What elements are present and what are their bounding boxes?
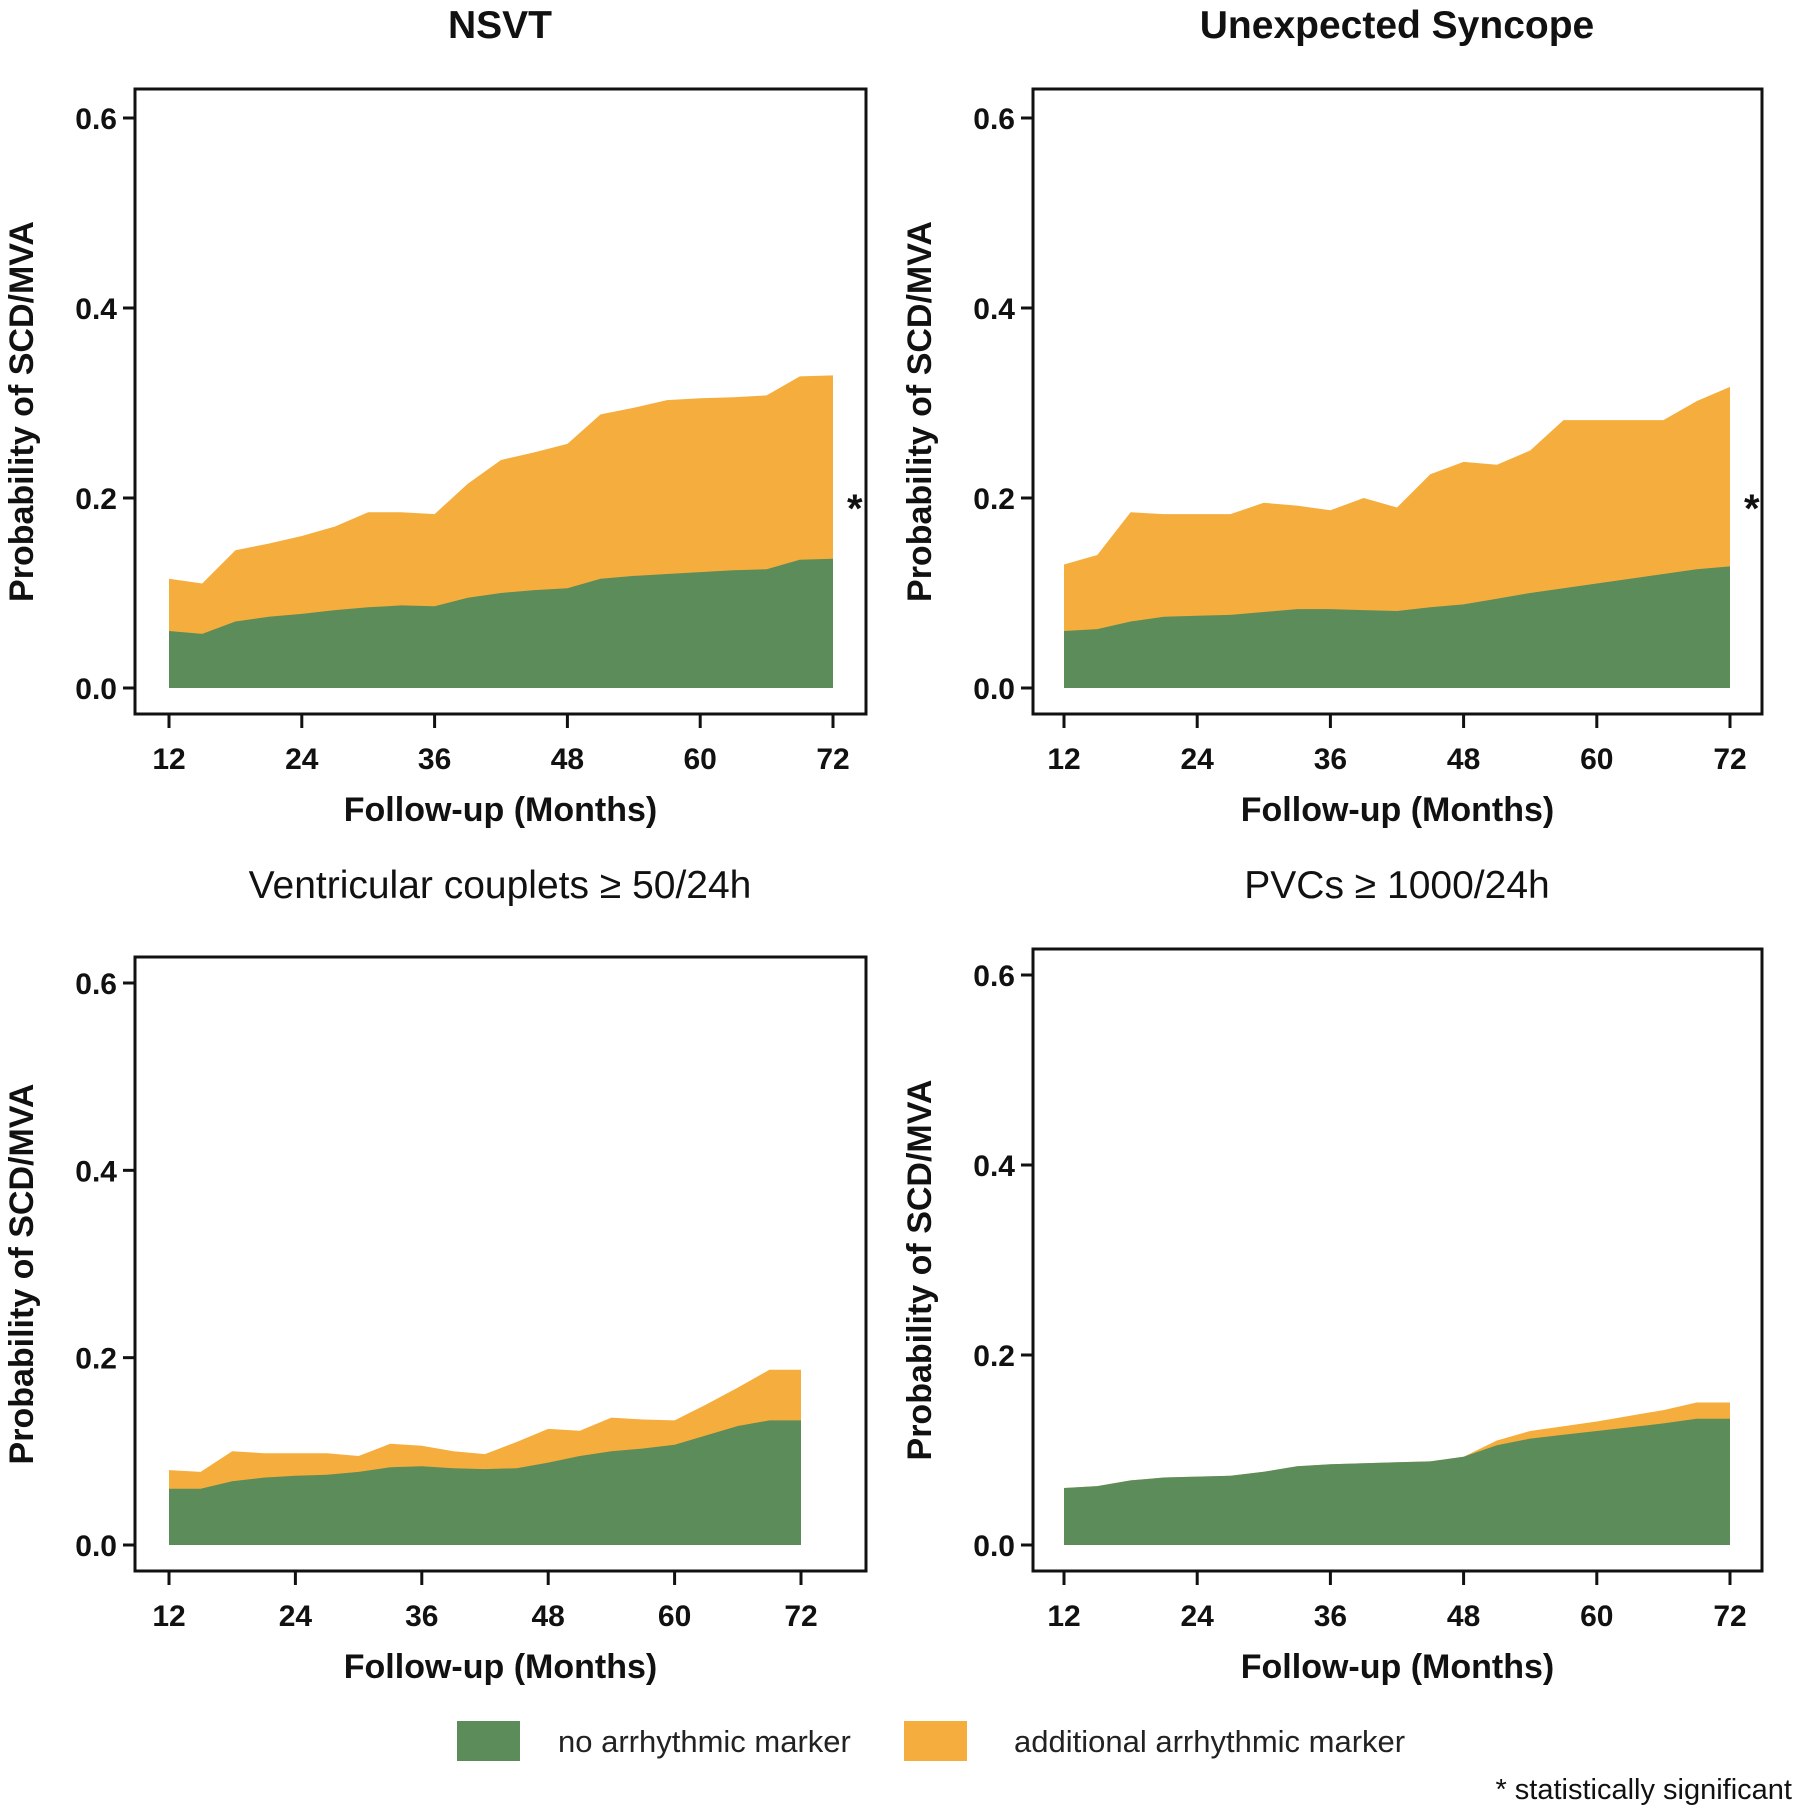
y-tick-label: 0.6	[973, 960, 1015, 993]
chart-title: Unexpected Syncope	[1200, 4, 1594, 47]
y-tick-label: 0.2	[973, 483, 1015, 516]
y-tick-label: 0.0	[75, 673, 117, 706]
x-axis-label: Follow-up (Months)	[1241, 791, 1554, 829]
significance-asterisk: *	[847, 487, 863, 531]
y-axis-label: Probability of SCD/MVA	[901, 1080, 939, 1461]
y-tick-label: 0.4	[75, 1155, 117, 1188]
plot-frame	[133, 955, 868, 1573]
x-axis-label: Follow-up (Months)	[1241, 1648, 1554, 1686]
x-tick-label: 12	[1047, 1600, 1080, 1633]
x-tick-label: 48	[1447, 743, 1480, 776]
x-tick-label: 24	[1181, 1600, 1215, 1633]
x-tick-label: 12	[152, 1600, 185, 1633]
y-tick-label: 0.6	[75, 103, 117, 136]
x-tick-label: 24	[279, 1600, 313, 1633]
chart-panel-4: PVCs ≥ 1000/24h 0.0 0.2 0.4 0.6 12 24 36 48 60 72 F…	[901, 864, 1764, 1686]
y-tick-label: 0.0	[75, 1530, 117, 1563]
x-tick-label: 48	[551, 743, 584, 776]
x-tick-label: 24	[1181, 743, 1215, 776]
x-tick-label: 12	[152, 743, 185, 776]
x-tick-label: 60	[684, 743, 717, 776]
chart-title: Ventricular couplets ≥ 50/24h	[249, 864, 752, 907]
chart-title: PVCs ≥ 1000/24h	[1244, 864, 1549, 907]
x-axis-label: Follow-up (Months)	[344, 1648, 657, 1686]
significance-note: * statistically significant	[1495, 1774, 1792, 1806]
area-no-arrhythmic-marker	[169, 558, 833, 688]
x-tick-label: 72	[816, 743, 849, 776]
legend-label-orange: additional arrhythmic marker	[1014, 1724, 1405, 1759]
area-no-arrhythmic-marker	[1064, 566, 1730, 688]
x-tick-label: 72	[1713, 1600, 1746, 1633]
x-tick-label: 72	[1713, 743, 1746, 776]
legend-swatch-orange	[904, 1721, 967, 1761]
x-tick-label: 36	[405, 1600, 438, 1633]
y-tick-label: 0.2	[75, 483, 117, 516]
y-tick-label: 0.2	[75, 1343, 117, 1376]
plot-frame	[1031, 87, 1764, 716]
y-tick-label: 0.4	[973, 1150, 1015, 1183]
plot-frame	[1031, 947, 1764, 1573]
y-axis-label: Probability of SCD/MVA	[3, 221, 41, 602]
chart-panel-1: NSVT 0.0 0.2 0.4 0.6 12 24 36 48 60 72 Follow-up (M…	[3, 4, 868, 829]
y-tick-label: 0.4	[973, 293, 1015, 326]
y-tick-label: 0.0	[973, 1530, 1015, 1563]
y-tick-label: 0.0	[973, 673, 1015, 706]
x-tick-label: 36	[1314, 743, 1347, 776]
x-tick-label: 12	[1047, 743, 1080, 776]
x-tick-label: 72	[784, 1600, 817, 1633]
x-tick-label: 24	[285, 743, 319, 776]
y-tick-label: 0.4	[75, 293, 117, 326]
x-tick-label: 60	[658, 1600, 691, 1633]
x-tick-label: 36	[1314, 1600, 1347, 1633]
chart-panel-2: Unexpected Syncope 0.0 0.2 0.4 0.6 12 24 36 48 60…	[901, 4, 1764, 829]
y-axis-label: Probability of SCD/MVA	[901, 221, 939, 602]
x-axis-label: Follow-up (Months)	[344, 791, 657, 829]
chart-title: NSVT	[448, 4, 552, 47]
significance-asterisk: *	[1744, 487, 1760, 531]
y-tick-label: 0.6	[973, 103, 1015, 136]
x-tick-label: 60	[1580, 1600, 1613, 1633]
y-axis-label: Probability of SCD/MVA	[3, 1084, 41, 1465]
plot-frame	[133, 87, 868, 716]
x-tick-label: 36	[418, 743, 451, 776]
legend: no arrhythmic marker additional arrhythm…	[457, 1721, 1792, 1806]
legend-label-green: no arrhythmic marker	[558, 1724, 851, 1759]
x-tick-label: 48	[1447, 1600, 1480, 1633]
x-tick-label: 60	[1580, 743, 1613, 776]
chart-panel-3: Ventricular couplets ≥ 50/24h 0.0 0.2 0.4 0.…	[3, 864, 868, 1686]
x-tick-label: 48	[532, 1600, 565, 1633]
y-tick-label: 0.6	[75, 968, 117, 1001]
area-no-arrhythmic-marker	[1064, 1418, 1730, 1545]
y-tick-label: 0.2	[973, 1340, 1015, 1373]
area-no-arrhythmic-marker	[169, 1420, 801, 1545]
legend-swatch-green	[457, 1721, 520, 1761]
